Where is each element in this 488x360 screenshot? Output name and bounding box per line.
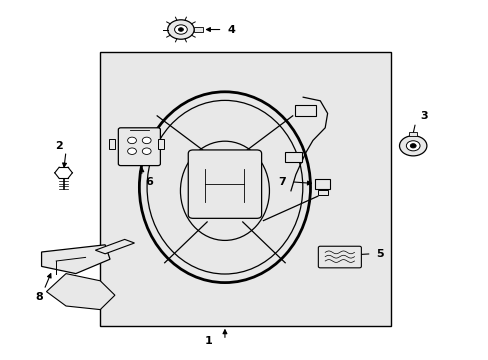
FancyBboxPatch shape (118, 128, 160, 166)
Bar (408, 132, 416, 136)
Bar (194, 27, 203, 32)
Ellipse shape (139, 92, 310, 283)
Circle shape (127, 148, 136, 154)
Polygon shape (95, 239, 134, 254)
Circle shape (167, 20, 194, 39)
Circle shape (174, 25, 187, 34)
FancyBboxPatch shape (188, 150, 261, 218)
Bar (317, 190, 327, 195)
Bar (100, 52, 390, 326)
Ellipse shape (147, 100, 302, 274)
Bar (315, 179, 329, 189)
Text: 6: 6 (145, 177, 153, 187)
Circle shape (178, 28, 183, 31)
Text: 7: 7 (278, 177, 285, 187)
Polygon shape (46, 274, 115, 310)
Text: 8: 8 (35, 292, 43, 302)
Bar (284, 152, 302, 162)
FancyBboxPatch shape (318, 246, 361, 268)
Bar (109, 139, 115, 149)
Bar (294, 105, 316, 116)
Text: 5: 5 (376, 249, 384, 259)
Circle shape (142, 137, 151, 144)
Text: 1: 1 (204, 336, 212, 346)
Circle shape (406, 141, 419, 151)
Text: 2: 2 (55, 141, 62, 151)
Circle shape (127, 137, 136, 144)
Text: 3: 3 (420, 111, 427, 121)
Text: 4: 4 (227, 24, 235, 35)
Circle shape (142, 148, 151, 154)
Circle shape (399, 136, 426, 156)
Ellipse shape (180, 141, 269, 240)
Polygon shape (41, 245, 110, 274)
Bar (158, 139, 163, 149)
Circle shape (409, 144, 415, 148)
